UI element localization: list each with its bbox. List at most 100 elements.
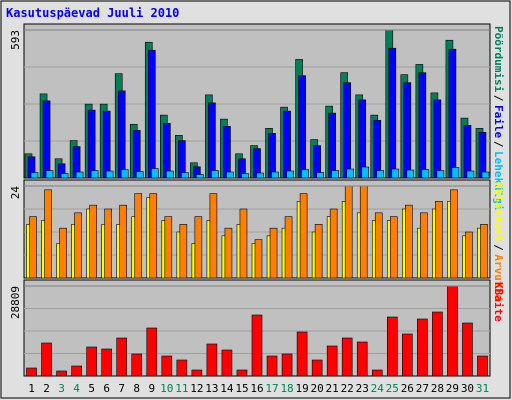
x-tick-label: 21 — [326, 382, 339, 395]
x-tick-label: 10 — [160, 382, 173, 395]
y-tick-label: 593 — [9, 30, 22, 50]
bar — [147, 49, 156, 179]
bar — [386, 316, 398, 377]
bar — [150, 168, 159, 179]
bar — [328, 112, 336, 179]
x-tick-label: 5 — [88, 382, 95, 395]
bar — [421, 169, 430, 179]
bar — [120, 169, 129, 179]
bar — [450, 189, 458, 279]
bar — [241, 173, 249, 179]
bar — [90, 170, 99, 179]
bar — [146, 327, 158, 377]
bar — [271, 171, 279, 179]
bar — [191, 369, 203, 377]
bar — [132, 130, 141, 179]
bar — [161, 355, 173, 377]
x-tick-label: 24 — [371, 382, 385, 395]
x-tick-label: 15 — [235, 382, 248, 395]
bar — [478, 132, 487, 179]
bar — [71, 365, 82, 377]
bar — [224, 227, 233, 279]
bar — [135, 171, 144, 179]
bar — [389, 216, 398, 279]
bar — [432, 311, 443, 377]
bar — [176, 359, 188, 377]
bar — [462, 322, 473, 377]
x-tick-label: 29 — [446, 382, 459, 395]
bar — [391, 168, 400, 179]
bar — [206, 343, 218, 377]
x-tick-label: 7 — [118, 382, 125, 395]
bar — [30, 172, 39, 179]
x-tick-label: 28 — [431, 382, 444, 395]
bar — [402, 333, 413, 377]
bar — [223, 126, 231, 179]
x-tick-label: 8 — [133, 382, 140, 395]
bar — [26, 367, 37, 377]
bar — [447, 285, 458, 377]
bar — [75, 171, 84, 179]
bar — [301, 169, 309, 179]
bar — [119, 204, 128, 279]
x-tick-label: 27 — [416, 382, 429, 395]
y-tick-label: 28809 — [9, 286, 22, 319]
bar — [116, 337, 128, 377]
bar — [86, 346, 97, 377]
legend-separator: / — [492, 244, 505, 251]
x-tick-label: 13 — [205, 382, 218, 395]
x-tick-label: 3 — [58, 382, 65, 395]
bar — [149, 193, 158, 279]
chart-title: Kasutuspäevad Juuli 2010 — [6, 6, 179, 20]
bar — [101, 348, 112, 377]
bar — [254, 239, 263, 279]
bar — [74, 212, 82, 279]
bar — [60, 173, 69, 179]
x-tick-label: 22 — [341, 382, 354, 395]
legend-entry: Arvutid — [492, 254, 505, 300]
bar — [417, 318, 428, 377]
bar — [433, 99, 442, 179]
bar — [298, 75, 306, 179]
x-tick-label: 26 — [401, 382, 414, 395]
x-tick-label: 20 — [311, 382, 324, 395]
bar — [405, 204, 413, 279]
legend-entry: Faile — [492, 105, 505, 138]
x-tick-label: 4 — [73, 382, 80, 395]
bar — [296, 331, 308, 377]
x-tick-label: 17 — [265, 382, 278, 395]
bar — [466, 170, 475, 179]
bar — [134, 193, 143, 279]
bar — [181, 172, 189, 179]
x-tick-label: 1 — [28, 382, 35, 395]
bar — [164, 216, 173, 279]
bar — [209, 193, 218, 279]
bar — [194, 216, 203, 279]
bar — [117, 90, 126, 179]
bar — [329, 208, 338, 279]
bar — [226, 171, 234, 179]
x-tick-label: 2 — [43, 382, 50, 395]
bar — [341, 337, 353, 377]
bar — [239, 208, 248, 279]
bar — [403, 82, 412, 179]
bar — [283, 110, 291, 179]
bar — [371, 369, 383, 377]
bar — [358, 99, 367, 179]
legend-entry: KBaite — [492, 282, 505, 322]
bar — [331, 170, 339, 179]
legend-separator: / — [492, 141, 505, 148]
bar — [236, 369, 248, 377]
bar — [448, 48, 457, 179]
bar — [87, 109, 96, 179]
legend-entry: Lehekülgi — [492, 151, 505, 211]
bar — [326, 345, 338, 377]
bar — [196, 174, 204, 179]
bar — [163, 123, 171, 179]
y-tick-label: 24 — [9, 186, 22, 200]
x-tick-label: 31 — [476, 382, 489, 395]
bar — [435, 201, 443, 279]
bar — [251, 314, 263, 377]
bar — [284, 216, 293, 279]
